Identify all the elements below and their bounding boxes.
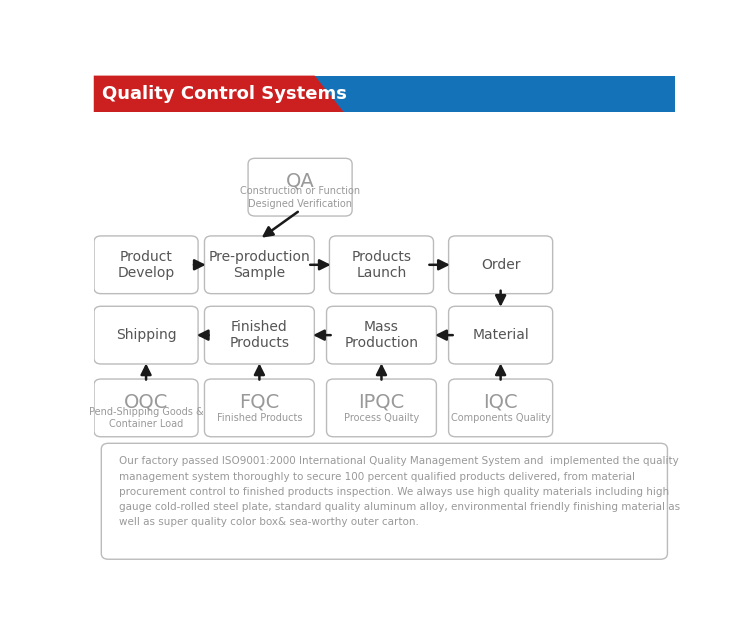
Text: Order: Order bbox=[481, 258, 520, 272]
Text: Components Quality: Components Quality bbox=[451, 413, 550, 423]
FancyBboxPatch shape bbox=[326, 306, 436, 364]
Text: IPQC: IPQC bbox=[358, 392, 404, 411]
Text: Our factory passed ISO9001:2000 International Quality Management System and  imp: Our factory passed ISO9001:2000 Internat… bbox=[118, 456, 680, 527]
FancyBboxPatch shape bbox=[205, 236, 314, 294]
FancyBboxPatch shape bbox=[326, 379, 436, 437]
Text: OQC: OQC bbox=[124, 392, 168, 411]
Text: Material: Material bbox=[472, 328, 529, 342]
Text: Mass
Production: Mass Production bbox=[344, 320, 418, 350]
FancyBboxPatch shape bbox=[94, 379, 198, 437]
Text: Pre-production
Sample: Pre-production Sample bbox=[209, 249, 310, 280]
FancyBboxPatch shape bbox=[448, 306, 553, 364]
Text: Products
Launch: Products Launch bbox=[352, 249, 412, 280]
Text: Construction or Function
Designed Verification: Construction or Function Designed Verifi… bbox=[240, 186, 360, 209]
FancyBboxPatch shape bbox=[94, 236, 198, 294]
Polygon shape bbox=[94, 76, 344, 112]
Text: QA: QA bbox=[286, 172, 314, 191]
Text: Pend-Shipping Goods &
Container Load: Pend-Shipping Goods & Container Load bbox=[88, 407, 203, 429]
FancyBboxPatch shape bbox=[448, 236, 553, 294]
Text: Finished
Products: Finished Products bbox=[230, 320, 290, 350]
Text: Process Quailty: Process Quailty bbox=[344, 413, 419, 423]
Text: Finished Products: Finished Products bbox=[217, 413, 302, 423]
FancyBboxPatch shape bbox=[101, 444, 668, 559]
FancyBboxPatch shape bbox=[94, 306, 198, 364]
Text: Product
Develop: Product Develop bbox=[118, 249, 175, 280]
FancyBboxPatch shape bbox=[329, 236, 434, 294]
Text: FQC: FQC bbox=[239, 392, 280, 411]
FancyBboxPatch shape bbox=[205, 379, 314, 437]
Text: Shipping: Shipping bbox=[116, 328, 176, 342]
FancyBboxPatch shape bbox=[205, 306, 314, 364]
FancyBboxPatch shape bbox=[448, 379, 553, 437]
FancyBboxPatch shape bbox=[248, 158, 352, 216]
FancyBboxPatch shape bbox=[94, 76, 675, 112]
Text: IQC: IQC bbox=[483, 392, 518, 411]
Text: Quality Control Systems: Quality Control Systems bbox=[103, 85, 347, 103]
